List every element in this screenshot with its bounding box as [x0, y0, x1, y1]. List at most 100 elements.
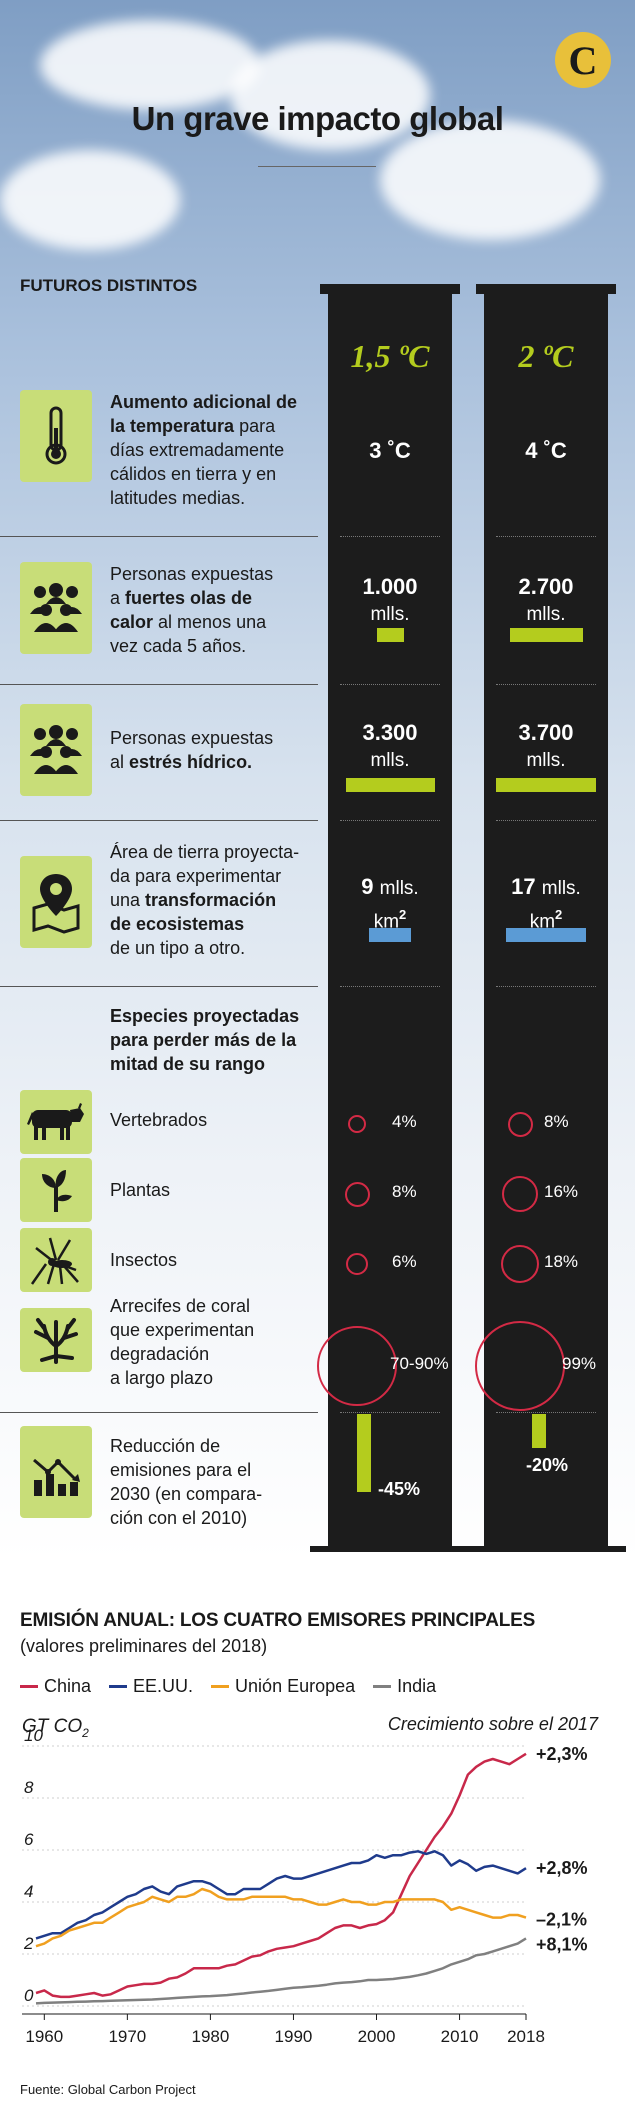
land-number-2: 17: [511, 874, 536, 899]
land-value-2: 17 mlls. km2: [484, 874, 608, 935]
row-water-text: Personas expuestas al estrés hídrico.: [110, 726, 273, 774]
legend-label-usa: EE.UU.: [133, 1676, 194, 1696]
cloud: [380, 120, 600, 240]
chart-ylabel-sub: 2: [81, 1726, 89, 1740]
coral-circle-2: [475, 1321, 565, 1411]
row-water-bold-2: estrés hídrico.: [129, 752, 253, 772]
temp-value-1-5: 3 ˚C: [369, 438, 411, 463]
row-temp-text-3: días extremadamente: [110, 440, 285, 460]
species-insects-label: Insectos: [110, 1250, 178, 1270]
water-number-2: 3.700: [518, 720, 574, 745]
series-line-china: [35, 1752, 527, 1999]
section-label: FUTUROS DISTINTOS: [20, 276, 198, 295]
legend-item-usa: EE.UU.: [109, 1676, 193, 1697]
row-divider: [0, 986, 318, 987]
land-bar-2: [506, 928, 586, 942]
row-temp-bold-1: Aumento adicional de: [110, 392, 298, 412]
chart-down-icon: [20, 1426, 92, 1518]
vertebrates-circle-2: [507, 1111, 533, 1137]
heat-value-2: 2.700 mlls.: [484, 574, 608, 628]
land-km-1-5: km: [373, 911, 400, 933]
coral-pct-2: 99%: [562, 1354, 597, 1373]
legend-label-eu: Unión Europea: [235, 1676, 356, 1696]
chart-ylabel: GT CO2: [22, 1716, 89, 1740]
y-tick-label: 10: [24, 1726, 43, 1745]
plants-pct-1-5: 8%: [392, 1182, 417, 1201]
vertebrates-circle-1-5: [348, 1115, 366, 1133]
coral-label-2: que experimentan: [110, 1320, 255, 1340]
map-pin-icon: [20, 856, 92, 948]
insects-circle-2: [501, 1245, 539, 1283]
source-note: Fuente: Global Carbon Project: [20, 2082, 196, 2097]
emissions-value-2: -20%: [526, 1455, 569, 1475]
species-heading: Especies proyectadas para perder más de …: [110, 1006, 300, 1074]
land-km-2: km: [529, 911, 556, 933]
row-temp-text-4: cálidos en tierra y en: [110, 464, 277, 484]
water-bar-2: [496, 778, 596, 792]
emissions-bar-2: [532, 1414, 546, 1448]
row-land-bold-3: transformación: [145, 890, 277, 910]
column-cap: [320, 284, 460, 294]
people-group-icon: [20, 704, 92, 796]
heat-unit-2: mlls.: [526, 604, 566, 625]
row-land-text-1: da para experimentar: [110, 866, 282, 886]
row-water-text-0: Personas expuestas: [110, 728, 274, 748]
chart-subtitle: (valores preliminares del 2018): [20, 1636, 268, 1656]
coral-icon: [20, 1308, 92, 1372]
cloud: [40, 20, 260, 110]
row-land-text-2: una: [110, 890, 146, 910]
x-tick-label: 2000: [358, 2027, 396, 2046]
water-value-2: 3.700 mlls.: [484, 720, 608, 774]
row-heat-text: Personas expuestas a fuertes olas de cal…: [110, 562, 273, 658]
land-unit-1-5: mlls.: [379, 878, 419, 899]
row-divider: [0, 684, 318, 685]
page-title: Un grave impacto global: [131, 100, 504, 137]
legend-item-india: India: [373, 1676, 436, 1697]
legend-swatch-usa: [109, 1685, 128, 1688]
heat-number-2: 2.700: [518, 574, 574, 599]
row-divider-dotted: [340, 536, 440, 537]
legend-swatch-china: [20, 1685, 38, 1688]
thermometer-icon: [20, 390, 92, 482]
row-coral-text: Arrecifes de coral que experimentan degr…: [110, 1294, 254, 1390]
land-value-1-5: 9 mlls. km2: [328, 874, 452, 935]
chart-title: EMISIÓN ANUAL: LOS CUATRO EMISORES PRINC…: [20, 1610, 536, 1631]
coral-label-4: a largo plazo: [110, 1368, 214, 1388]
row-divider-dotted: [340, 820, 440, 821]
plants-pct-2: 16%: [544, 1182, 579, 1201]
row-emissions-text: Reducción de emisiones para el 2030 (en …: [110, 1434, 262, 1530]
series-end-label: +8,1%: [536, 1934, 588, 1954]
column-header-2: 2 ºC: [518, 338, 574, 374]
row-divider-dotted: [496, 536, 596, 537]
chart-ylabel-text: GT CO: [22, 1716, 82, 1737]
emis-label-4: ción con el 2010): [110, 1508, 248, 1528]
plants-circle-2: [502, 1176, 538, 1212]
water-unit-2: mlls.: [526, 750, 566, 771]
row-land-text-5: de un tipo a otro.: [110, 938, 246, 958]
column-base: [310, 1546, 626, 1552]
water-bar-1-5: [345, 778, 435, 792]
row-divider: [0, 536, 318, 537]
land-sup-1-5: 2: [399, 907, 407, 922]
column-header-1-5: 1,5 ºC: [350, 338, 430, 374]
row-land-text-0: Área de tierra proyecta-: [110, 842, 300, 862]
row-temp-text-5: latitudes medias.: [110, 488, 246, 508]
emissions-value-1-5: -45%: [378, 1479, 421, 1499]
column-cap: [476, 284, 616, 294]
coral-label-3: degradación: [110, 1344, 210, 1364]
land-sup-2: 2: [555, 907, 563, 922]
row-divider-dotted: [496, 820, 596, 821]
water-unit-1-5: mlls.: [370, 750, 410, 771]
emis-label-3: 2030 (en compara-: [110, 1484, 263, 1504]
land-bar-1-5: [369, 928, 411, 942]
chart-annotation-title: Crecimiento sobre el 2017: [388, 1714, 599, 1734]
heat-number-1-5: 1.000: [362, 574, 418, 599]
x-tick-label: 1990: [275, 2027, 313, 2046]
series-end-label: +2,3%: [536, 1744, 588, 1764]
row-land-bold-4: de ecosistemas: [110, 914, 245, 934]
row-land-text: Área de tierra proyecta- da para experim…: [110, 840, 299, 960]
legend-label-china: China: [44, 1676, 92, 1696]
x-tick-label: 2018: [507, 2027, 545, 2046]
legend-item-eu: Unión Europea: [211, 1676, 355, 1697]
x-tick-label: 1960: [25, 2027, 63, 2046]
